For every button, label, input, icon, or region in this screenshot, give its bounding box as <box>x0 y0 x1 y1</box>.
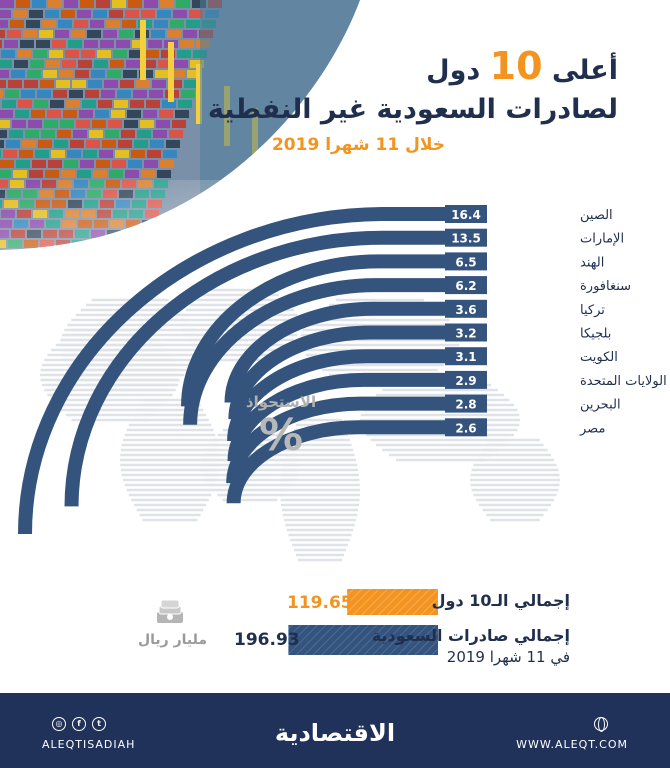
bar-8 <box>227 372 445 462</box>
value-label-1: 16.4 <box>451 208 481 222</box>
value-box-2 <box>445 228 487 247</box>
total-exports-label: إجمالي صادرات السعودية <box>371 626 570 645</box>
title-line2: لصادرات السعودية غير النفطية <box>207 94 618 125</box>
value-label-7: 3.1 <box>455 350 476 364</box>
value-axis-label: الاستحواذ <box>245 393 317 411</box>
footer <box>0 693 670 768</box>
category-label-2: الإمارات <box>580 232 624 247</box>
twitter-icon[interactable]: t <box>92 717 106 731</box>
port-photo <box>0 0 360 250</box>
value-box-6 <box>445 323 487 342</box>
unit-label: مليار ريال <box>138 632 208 648</box>
facebook-icon[interactable]: f <box>72 717 86 731</box>
value-box-10 <box>445 418 487 437</box>
bar-1 <box>18 207 445 535</box>
total-top10-bar <box>347 589 438 615</box>
value-label-6: 3.2 <box>455 327 476 341</box>
category-label-10: مصر <box>579 421 605 436</box>
value-box-3 <box>445 252 487 271</box>
bar-6 <box>228 325 445 420</box>
bar-9 <box>226 396 445 484</box>
instagram-icon[interactable]: ◎ <box>52 717 66 731</box>
title-block: أعلى 10 دول لصادرات السعودية غير النفطية <box>207 47 618 131</box>
value-label-9: 2.8 <box>455 398 476 412</box>
total-top10-label: إجمالي الـ10 دول <box>431 591 570 610</box>
total-exports-value: 196.93 <box>234 630 300 650</box>
bar-5 <box>224 301 445 403</box>
category-label-1: الصين <box>580 208 613 223</box>
total-top10-value: 119.65 <box>287 593 353 613</box>
title-prefix: أعلى <box>551 55 618 86</box>
category-label-7: الكويت <box>580 350 618 365</box>
chart: 16.4 الصين 13.5 الإمارات 6.5 الهند 6.2 سنغافورة… <box>18 205 667 655</box>
bar-4 <box>183 278 445 425</box>
footer-website[interactable]: WWW.ALEQT.COM <box>516 738 628 751</box>
value-label-8: 2.9 <box>455 374 476 388</box>
bar-3 <box>181 254 445 407</box>
value-label-2: 13.5 <box>451 232 481 246</box>
value-label-3: 6.5 <box>455 255 476 269</box>
bar-7 <box>227 349 445 442</box>
category-label-8: الولايات المتحدة <box>580 374 667 389</box>
value-box-5 <box>445 299 487 318</box>
title-suffix: دول <box>426 55 481 86</box>
title-number: 10 <box>489 44 543 88</box>
value-box-7 <box>445 347 487 366</box>
value-label-10: 2.6 <box>455 421 476 435</box>
value-box-8 <box>445 370 487 389</box>
money-stack-icon <box>157 599 183 623</box>
footer-handle[interactable]: ALEQTISADIAH <box>42 738 136 751</box>
category-label-4: سنغافورة <box>580 279 631 294</box>
total-exports-bar <box>288 625 438 655</box>
category-label-3: الهند <box>580 255 604 270</box>
value-box-9 <box>445 394 487 413</box>
percent-sign: % <box>258 410 304 461</box>
value-label-5: 3.6 <box>455 303 476 317</box>
bar-10 <box>226 420 445 504</box>
value-box-1 <box>445 205 487 223</box>
title-line1: أعلى 10 دول <box>208 47 618 89</box>
category-label-6: بلجيكا <box>580 327 611 342</box>
globe-icon[interactable] <box>594 717 608 732</box>
subtitle: خلال 11 شهرا 2019 <box>271 135 445 155</box>
value-box-4 <box>445 276 487 295</box>
value-label-4: 6.2 <box>455 279 476 293</box>
category-label-9: البحرين <box>580 398 621 413</box>
footer-logo: الاقتصادية <box>274 719 396 747</box>
total-exports-sublabel: في 11 شهرا 2019 <box>446 648 570 666</box>
category-label-5: تركيا <box>580 303 605 318</box>
bar-2 <box>64 230 445 507</box>
